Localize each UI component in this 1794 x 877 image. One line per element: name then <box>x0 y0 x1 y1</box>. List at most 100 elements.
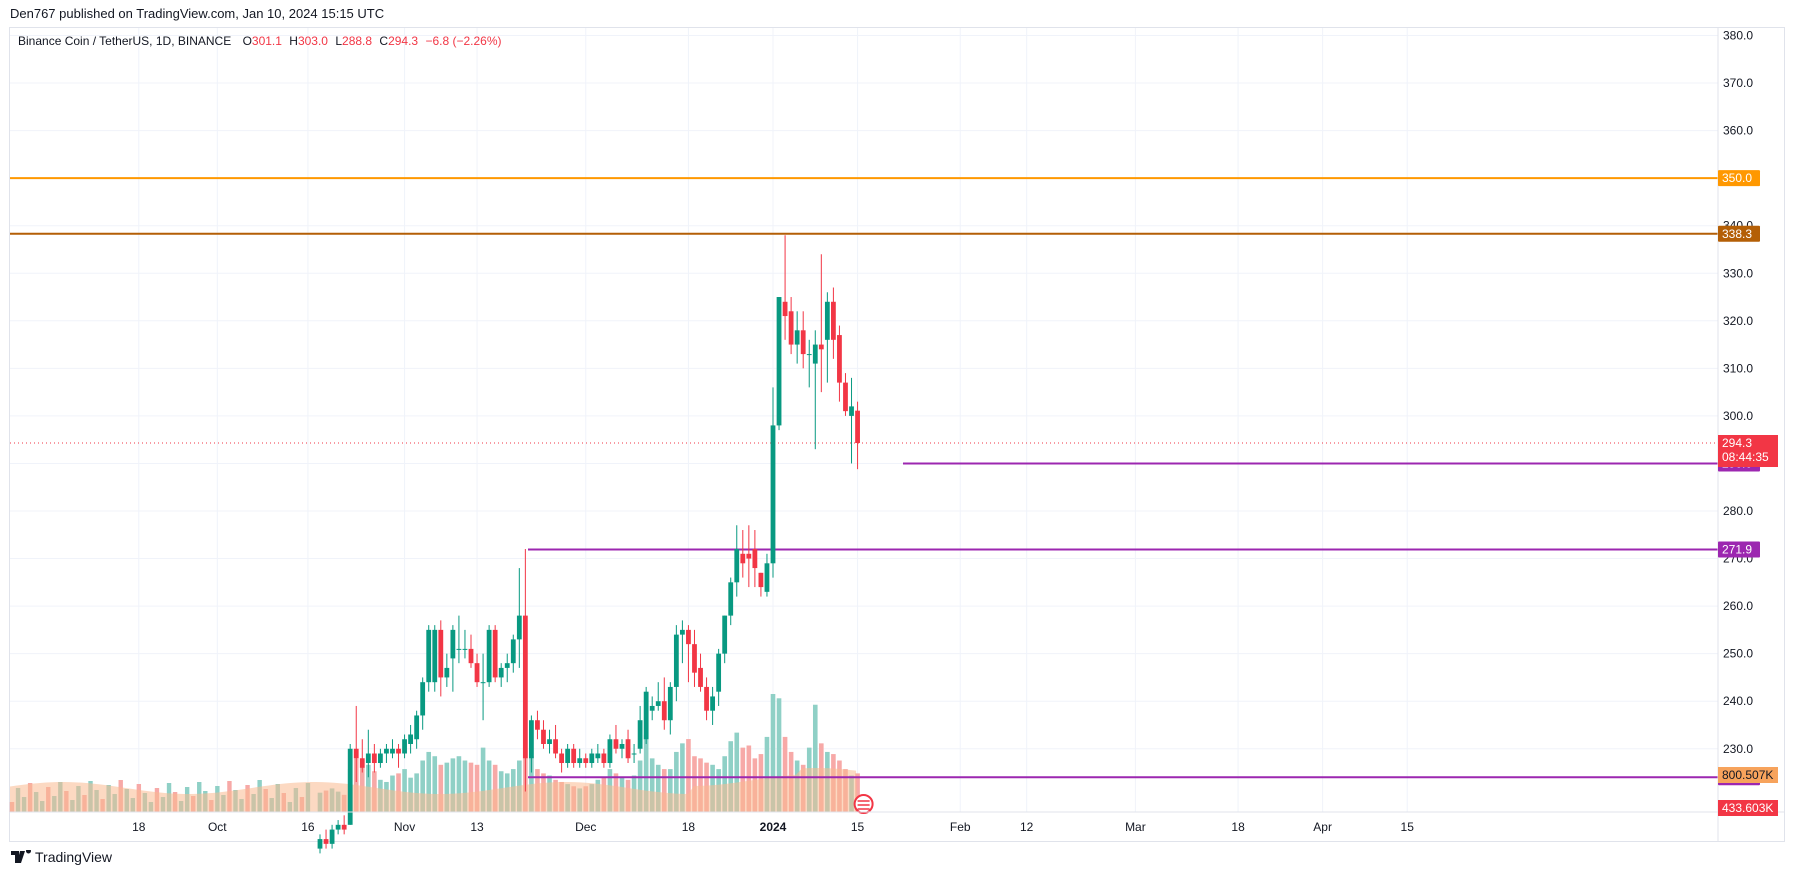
volume-bar <box>770 694 776 812</box>
candle-body <box>390 748 395 754</box>
volume-bar <box>764 736 770 812</box>
candle-body <box>480 682 486 684</box>
volume-bar <box>655 764 661 812</box>
x-tick-label: 18 <box>1231 820 1245 834</box>
x-tick-label: 18 <box>682 820 696 834</box>
close-label: C <box>379 34 389 48</box>
volume-bar <box>746 745 752 812</box>
volume-ma-badge-bg <box>1718 767 1778 783</box>
volume-bar <box>698 758 703 812</box>
x-tick-label: Nov <box>394 820 415 834</box>
candle-body <box>492 629 498 678</box>
published-caption: Den767 published on TradingView.com, Jan… <box>10 6 385 21</box>
candle-body <box>673 634 679 687</box>
symbol-title: Binance Coin / TetherUS, 1D, BINANCE <box>18 34 232 48</box>
volume-bar <box>474 764 480 812</box>
volume-bar <box>637 760 643 812</box>
candle-body <box>595 753 601 759</box>
candle-body <box>426 629 432 683</box>
y-tick-label: 310.0 <box>1723 361 1753 375</box>
axes: 230.0240.0250.0260.0270.0280.0290.0300.0… <box>10 28 1784 842</box>
level-badge-271-9-bg <box>1718 541 1760 558</box>
candle-body <box>837 335 842 383</box>
x-tick-label: Dec <box>575 820 596 834</box>
candle-body <box>764 563 770 592</box>
y-tick-label: 370.0 <box>1723 76 1753 90</box>
volume-bar <box>782 736 788 812</box>
candle-body <box>734 549 740 583</box>
candle-body <box>613 739 619 749</box>
candle-body <box>818 344 824 350</box>
volume-bar <box>462 760 468 812</box>
candle-body <box>625 739 631 759</box>
candle-body <box>716 653 722 692</box>
candle-body <box>553 739 558 754</box>
candle-body <box>752 549 758 569</box>
volume-bar <box>692 756 697 812</box>
volume-bar <box>486 760 492 812</box>
open-value: 301.1 <box>251 34 282 48</box>
candle-body <box>359 758 365 768</box>
volume-bar <box>438 764 444 812</box>
volume-bar <box>643 734 649 812</box>
candle-body <box>541 729 546 744</box>
candle-body <box>317 839 323 849</box>
horizontal-levels[interactable] <box>10 177 1718 779</box>
level-badge-350-0: 350.0 <box>1722 171 1752 185</box>
last-price-badge-bg <box>1718 435 1778 468</box>
y-tick-label: 300.0 <box>1723 409 1753 423</box>
candle-body <box>444 667 450 678</box>
candle-body <box>788 311 794 345</box>
volume-last-badge: 433.603K <box>1722 801 1773 815</box>
candle-body <box>667 686 673 721</box>
x-tick-label: 15 <box>1401 820 1415 834</box>
candle-body <box>782 301 788 317</box>
volume-bar <box>432 756 438 812</box>
candle-body <box>637 720 643 749</box>
candle-body <box>649 705 655 711</box>
candle-body <box>680 629 685 635</box>
volume-bar <box>402 769 407 812</box>
volume-bar <box>812 704 818 812</box>
candle-body <box>384 748 389 754</box>
candle-body <box>323 839 329 844</box>
open-label: O <box>242 34 252 48</box>
candle-body <box>378 753 383 764</box>
high-value: 303.0 <box>297 34 328 48</box>
tradingview-brand-text: TradingView <box>35 849 113 865</box>
candle-body <box>794 330 800 345</box>
candles <box>317 235 874 854</box>
change-value: −6.8 (−2.26%) <box>425 34 502 48</box>
candle-body <box>420 682 426 716</box>
candle-body <box>631 753 637 755</box>
candle-body <box>571 748 577 764</box>
candle-body <box>843 382 848 412</box>
candle-body <box>601 753 607 764</box>
y-tick-label: 250.0 <box>1723 647 1753 661</box>
volume-bars <box>9 694 860 812</box>
volume-bar <box>450 758 456 812</box>
y-tick-label: 320.0 <box>1723 314 1753 328</box>
candle-body <box>589 753 595 764</box>
y-tick-label: 230.0 <box>1723 742 1753 756</box>
volume-bar <box>414 773 419 812</box>
level-badge-338-3: 338.3 <box>1722 227 1752 241</box>
countdown-badge: 08:44:35 <box>1722 450 1769 464</box>
candle-body <box>474 663 480 683</box>
candle-body <box>619 743 625 749</box>
candle-body <box>396 748 401 754</box>
candle-body <box>529 720 534 759</box>
candle-body <box>559 753 564 764</box>
candle-body <box>498 667 504 678</box>
candle-body <box>776 297 782 426</box>
volume-bar <box>468 762 474 812</box>
x-tick-label: Oct <box>208 820 227 834</box>
level-badge-350-0-bg <box>1718 170 1760 187</box>
candle-body <box>692 644 697 673</box>
tradingview-logo[interactable]: TradingView <box>11 849 112 865</box>
candle-body <box>365 753 371 764</box>
volume-bar <box>740 747 746 812</box>
candle-body <box>758 572 764 588</box>
candle-body <box>710 696 715 711</box>
